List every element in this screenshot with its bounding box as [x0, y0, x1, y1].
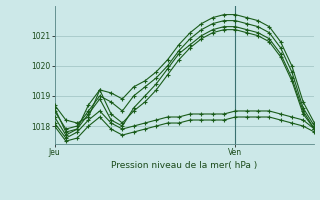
X-axis label: Pression niveau de la mer( hPa ): Pression niveau de la mer( hPa ) — [111, 161, 258, 170]
